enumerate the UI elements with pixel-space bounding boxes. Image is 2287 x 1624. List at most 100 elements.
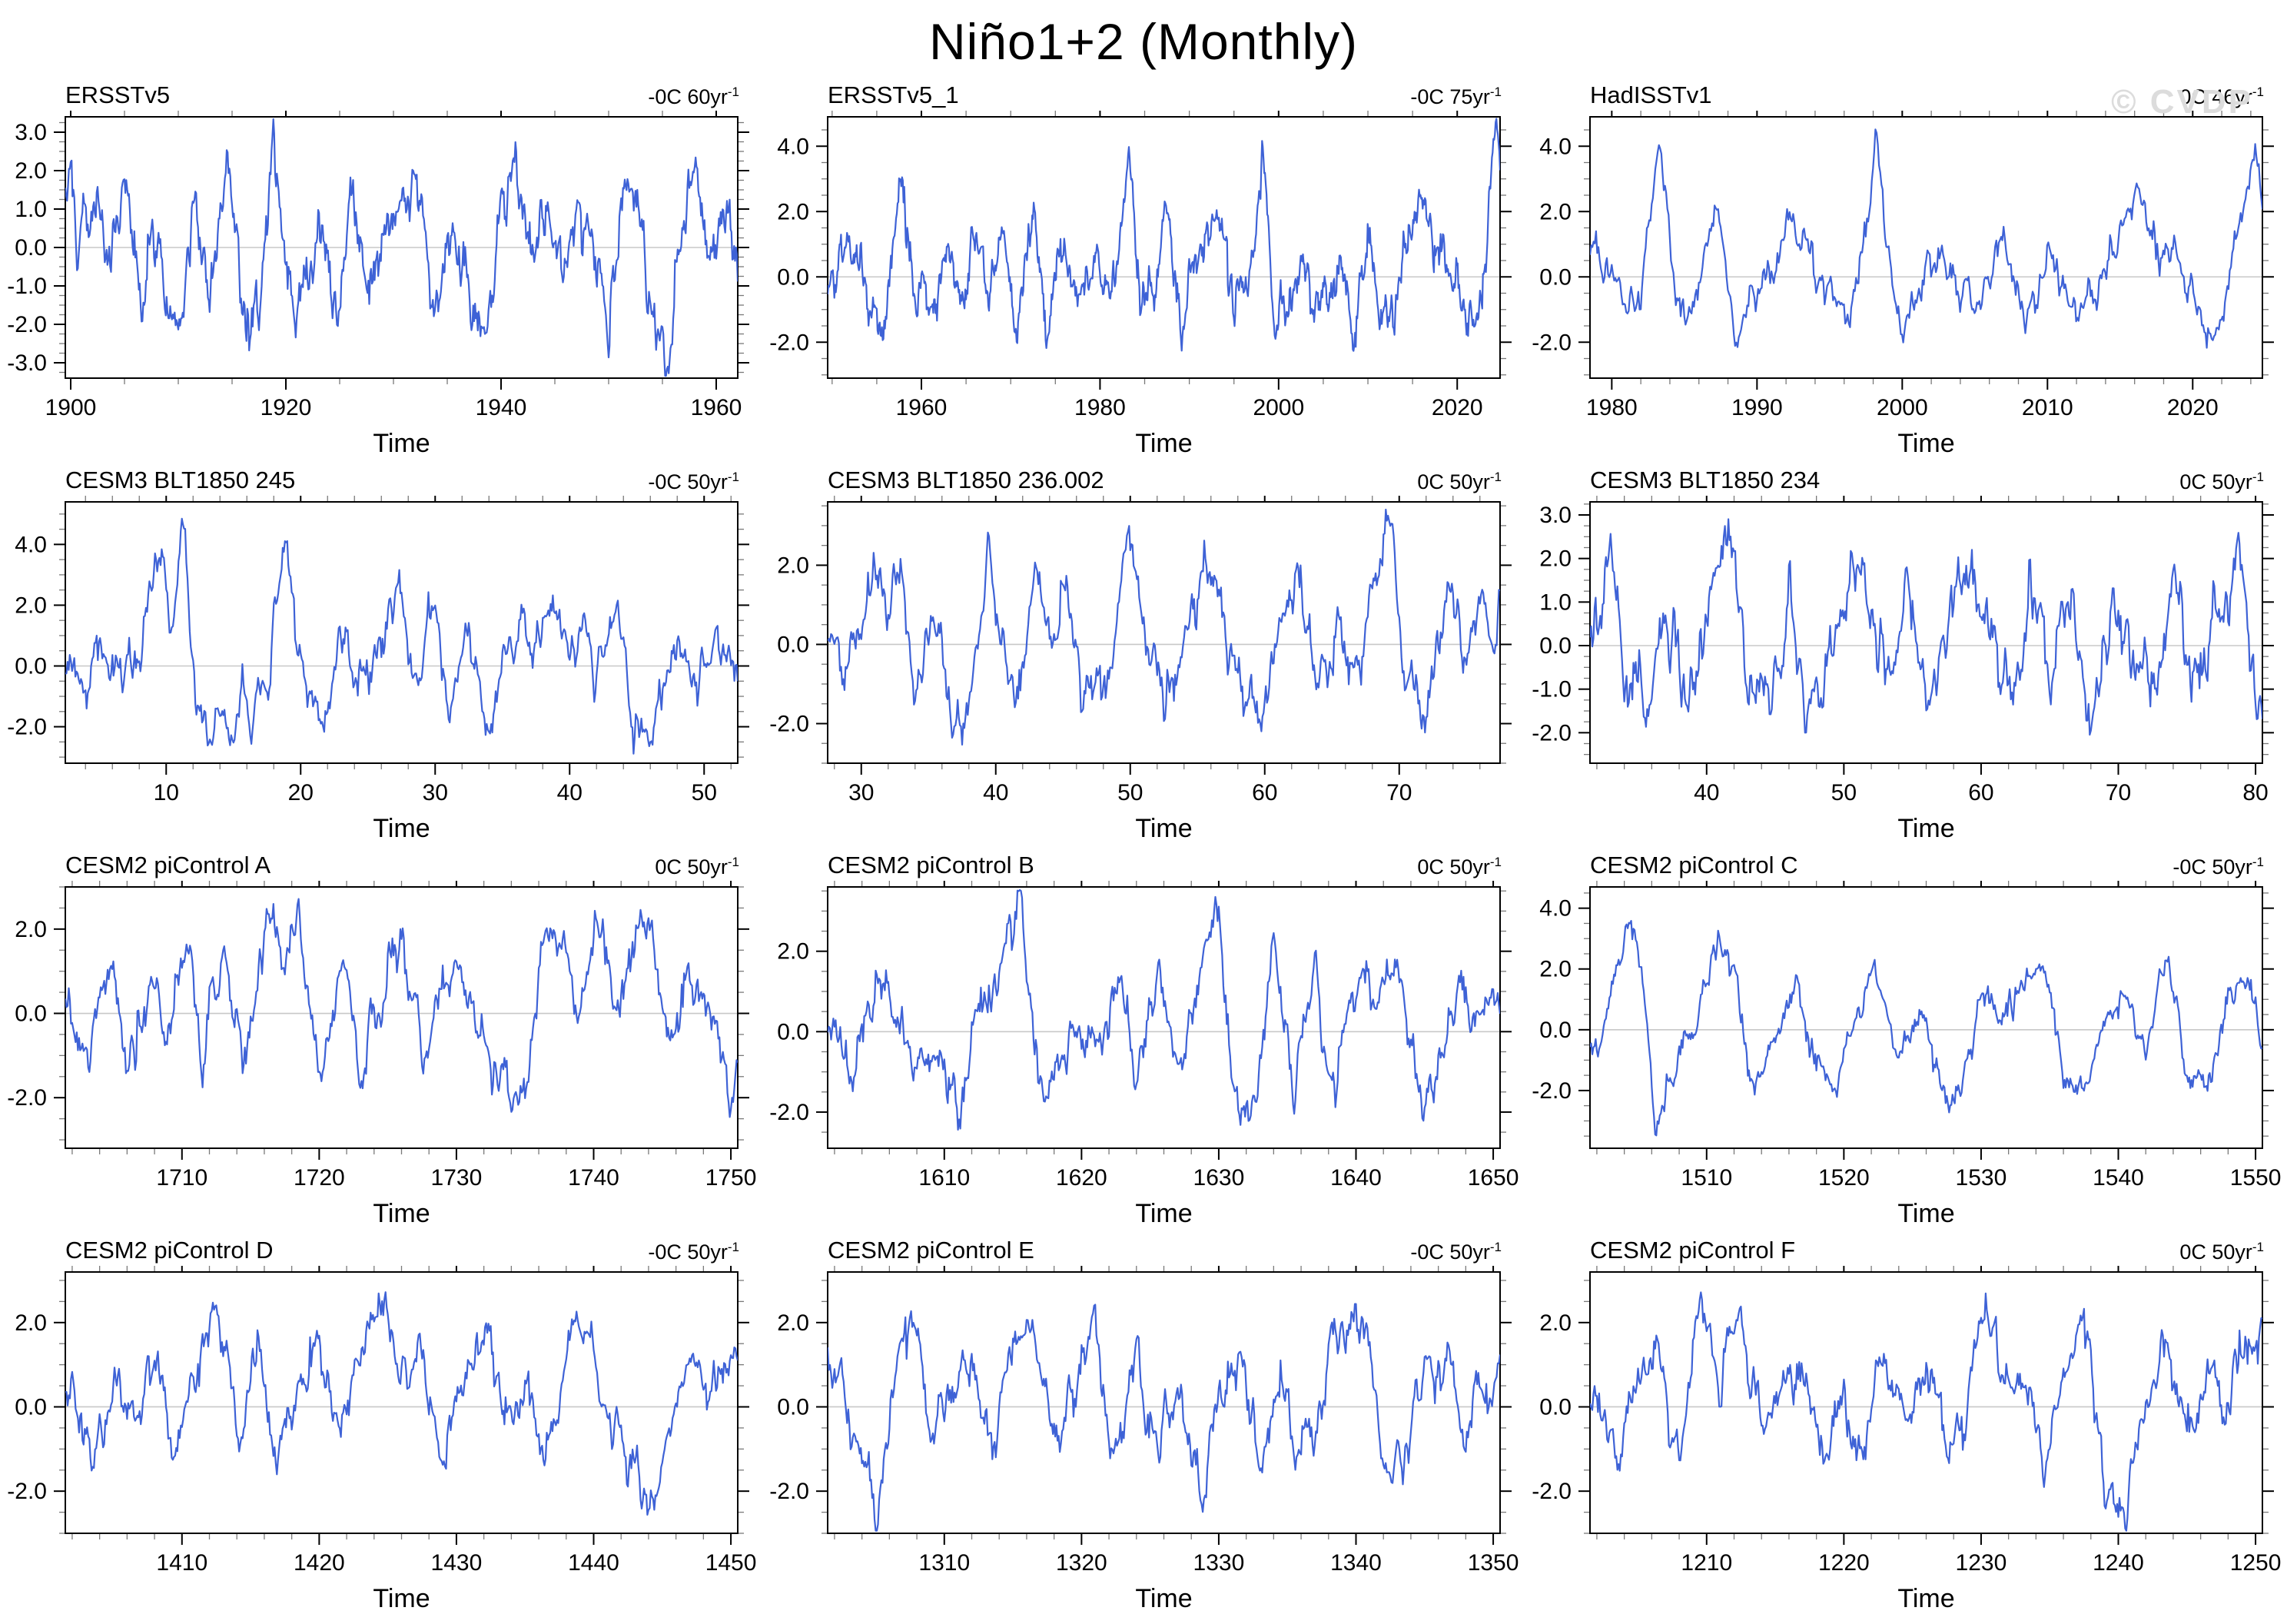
svg-text:-3.0: -3.0 bbox=[7, 350, 47, 376]
timeseries-plot: 1410 1420 1430 1440 1450 2.0 0.0 -2.0 Time bbox=[7, 1266, 756, 1613]
svg-text:1310: 1310 bbox=[918, 1550, 970, 1576]
timeseries-plot: 1900 1920 1940 1960 3.0 2.0 1.0 0.0 -1.0 -2.0 -3.0… bbox=[7, 111, 749, 458]
trend-label: 0C 50yr-1 bbox=[1417, 470, 1502, 493]
svg-text:1920: 1920 bbox=[261, 395, 312, 420]
svg-text:1510: 1510 bbox=[1681, 1165, 1732, 1191]
svg-text:-2.0: -2.0 bbox=[769, 711, 809, 736]
svg-text:1730: 1730 bbox=[431, 1165, 483, 1191]
chart-panel: CESM2 piControl E -0C 50yr-1 1310 1320 1330… bbox=[762, 1230, 1525, 1616]
trend-label: 0C 50yr-1 bbox=[2179, 1240, 2264, 1264]
trend-label: 0C 50yr-1 bbox=[1417, 855, 1502, 878]
chart-panel: CESM2 piControl B 0C 50yr-1 1610 1620 1630 1… bbox=[762, 845, 1525, 1230]
svg-text:2000: 2000 bbox=[1877, 395, 1928, 420]
svg-text:2.0: 2.0 bbox=[777, 199, 809, 224]
timeseries-plot: 1510 1520 1530 1540 1550 4.0 2.0 0.0 -2.0 Time bbox=[1532, 881, 2282, 1228]
svg-text:1320: 1320 bbox=[1056, 1550, 1107, 1576]
timeseries-plot: 1310 1320 1330 1340 1350 2.0 0.0 -2.0 Time bbox=[769, 1266, 1519, 1613]
svg-text:2010: 2010 bbox=[2022, 395, 2073, 420]
chart-panel: CESM2 piControl F 0C 50yr-1 1210 1220 1230 1… bbox=[1525, 1230, 2287, 1616]
svg-text:60: 60 bbox=[1968, 780, 1993, 805]
svg-text:1650: 1650 bbox=[1468, 1165, 1519, 1191]
svg-text:2.0: 2.0 bbox=[1539, 957, 1572, 982]
svg-text:70: 70 bbox=[2106, 780, 2131, 805]
svg-text:1220: 1220 bbox=[1818, 1550, 1870, 1576]
dataset-label: CESM2 piControl E bbox=[828, 1237, 1034, 1264]
trend-label: -0C 50yr-1 bbox=[1410, 1240, 1502, 1264]
dataset-label: CESM2 piControl F bbox=[1590, 1237, 1796, 1264]
svg-text:2.0: 2.0 bbox=[15, 593, 47, 618]
svg-text:-2.0: -2.0 bbox=[7, 1479, 47, 1504]
svg-text:1.0: 1.0 bbox=[1539, 589, 1572, 615]
svg-text:2.0: 2.0 bbox=[1539, 199, 1572, 224]
timeseries-plot: 1210 1220 1230 1240 1250 2.0 0.0 -2.0 Time bbox=[1532, 1266, 2281, 1613]
svg-text:3.0: 3.0 bbox=[1539, 503, 1572, 528]
chart-panel: CESM2 piControl A 0C 50yr-1 1710 1720 1730 1… bbox=[0, 845, 762, 1230]
svg-text:-2.0: -2.0 bbox=[1532, 1479, 1572, 1504]
svg-text:-2.0: -2.0 bbox=[1532, 1078, 1572, 1104]
dataset-label: ERSSTv5_1 bbox=[828, 81, 959, 108]
chart-panel: HadISSTv1 0C 46yr-1 1980 1990 2000 2010 2020 4… bbox=[1525, 75, 2287, 460]
timeseries-plot: 30 40 50 60 70 2.0 0.0 -2.0 Time bbox=[769, 496, 1512, 843]
svg-text:Time: Time bbox=[1135, 814, 1192, 843]
svg-text:0.0: 0.0 bbox=[1539, 264, 1572, 290]
svg-text:Time: Time bbox=[1135, 1199, 1192, 1228]
svg-text:Time: Time bbox=[1135, 429, 1192, 458]
svg-text:1980: 1980 bbox=[1074, 395, 1126, 420]
svg-text:0.0: 0.0 bbox=[1539, 1018, 1572, 1043]
svg-text:1550: 1550 bbox=[2230, 1165, 2282, 1191]
svg-text:1410: 1410 bbox=[156, 1550, 207, 1576]
svg-text:1960: 1960 bbox=[896, 395, 948, 420]
chart-panel: CESM2 piControl D -0C 50yr-1 1410 1420 1430… bbox=[0, 1230, 762, 1616]
svg-text:50: 50 bbox=[1831, 780, 1857, 805]
svg-text:1420: 1420 bbox=[294, 1550, 345, 1576]
timeseries-plot: 40 50 60 70 80 3.0 2.0 1.0 0.0 -1.0 -2.0 Time bbox=[1532, 496, 2274, 843]
svg-text:-1.0: -1.0 bbox=[1532, 677, 1572, 702]
svg-text:-2.0: -2.0 bbox=[1532, 330, 1572, 355]
svg-text:Time: Time bbox=[1135, 1584, 1192, 1613]
svg-text:1530: 1530 bbox=[1956, 1165, 2007, 1191]
svg-text:40: 40 bbox=[983, 780, 1008, 805]
svg-text:1240: 1240 bbox=[2093, 1550, 2144, 1576]
svg-text:80: 80 bbox=[2242, 780, 2268, 805]
svg-text:4.0: 4.0 bbox=[1539, 134, 1572, 159]
svg-text:4.0: 4.0 bbox=[1539, 896, 1572, 922]
svg-text:Time: Time bbox=[373, 814, 430, 843]
svg-text:4.0: 4.0 bbox=[15, 532, 47, 557]
svg-text:40: 40 bbox=[557, 780, 583, 805]
svg-text:0.0: 0.0 bbox=[15, 1001, 47, 1027]
svg-text:-2.0: -2.0 bbox=[769, 1479, 809, 1504]
trend-label: -0C 75yr-1 bbox=[1410, 85, 1502, 108]
timeseries-plot: 1610 1620 1630 1640 1650 2.0 0.0 -2.0 Time bbox=[769, 881, 1519, 1228]
svg-text:Time: Time bbox=[1897, 429, 1954, 458]
trend-label: 0C 50yr-1 bbox=[655, 855, 739, 878]
trend-label: 0C 46yr-1 bbox=[2179, 85, 2264, 108]
dataset-label: CESM3 BLT1850 245 bbox=[65, 467, 296, 493]
chart-panel: CESM2 piControl C -0C 50yr-1 1510 1520 1530… bbox=[1525, 845, 2287, 1230]
timeseries-plot: 1710 1720 1730 1740 1750 2.0 0.0 -2.0 Time bbox=[7, 881, 756, 1228]
svg-text:2020: 2020 bbox=[1432, 395, 1483, 420]
svg-text:2.0: 2.0 bbox=[15, 1310, 47, 1336]
svg-text:1610: 1610 bbox=[918, 1165, 970, 1191]
svg-text:-2.0: -2.0 bbox=[7, 715, 47, 740]
svg-text:0.0: 0.0 bbox=[777, 1019, 809, 1044]
svg-text:20: 20 bbox=[288, 780, 314, 805]
trend-label: -0C 50yr-1 bbox=[2172, 855, 2264, 878]
dataset-label: CESM2 piControl D bbox=[65, 1237, 274, 1264]
svg-text:1960: 1960 bbox=[691, 395, 742, 420]
svg-text:-2.0: -2.0 bbox=[7, 312, 47, 337]
svg-text:2020: 2020 bbox=[2167, 395, 2219, 420]
svg-text:30: 30 bbox=[848, 780, 874, 805]
svg-text:2.0: 2.0 bbox=[15, 158, 47, 184]
svg-text:60: 60 bbox=[1252, 780, 1277, 805]
svg-text:2.0: 2.0 bbox=[15, 917, 47, 942]
svg-text:2.0: 2.0 bbox=[777, 1310, 809, 1336]
svg-text:1540: 1540 bbox=[2093, 1165, 2144, 1191]
dataset-label: ERSSTv5 bbox=[65, 81, 171, 108]
dataset-label: CESM3 BLT1850 236.002 bbox=[828, 467, 1104, 493]
page-title: Niño1+2 (Monthly) bbox=[928, 13, 1359, 70]
svg-text:0.0: 0.0 bbox=[15, 235, 47, 261]
chart-panel: ERSSTv5_1 -0C 75yr-1 1960 1980 2000 2020 4.0 2… bbox=[762, 75, 1525, 460]
svg-text:50: 50 bbox=[692, 780, 717, 805]
svg-text:1440: 1440 bbox=[568, 1550, 619, 1576]
svg-text:1630: 1630 bbox=[1193, 1165, 1245, 1191]
